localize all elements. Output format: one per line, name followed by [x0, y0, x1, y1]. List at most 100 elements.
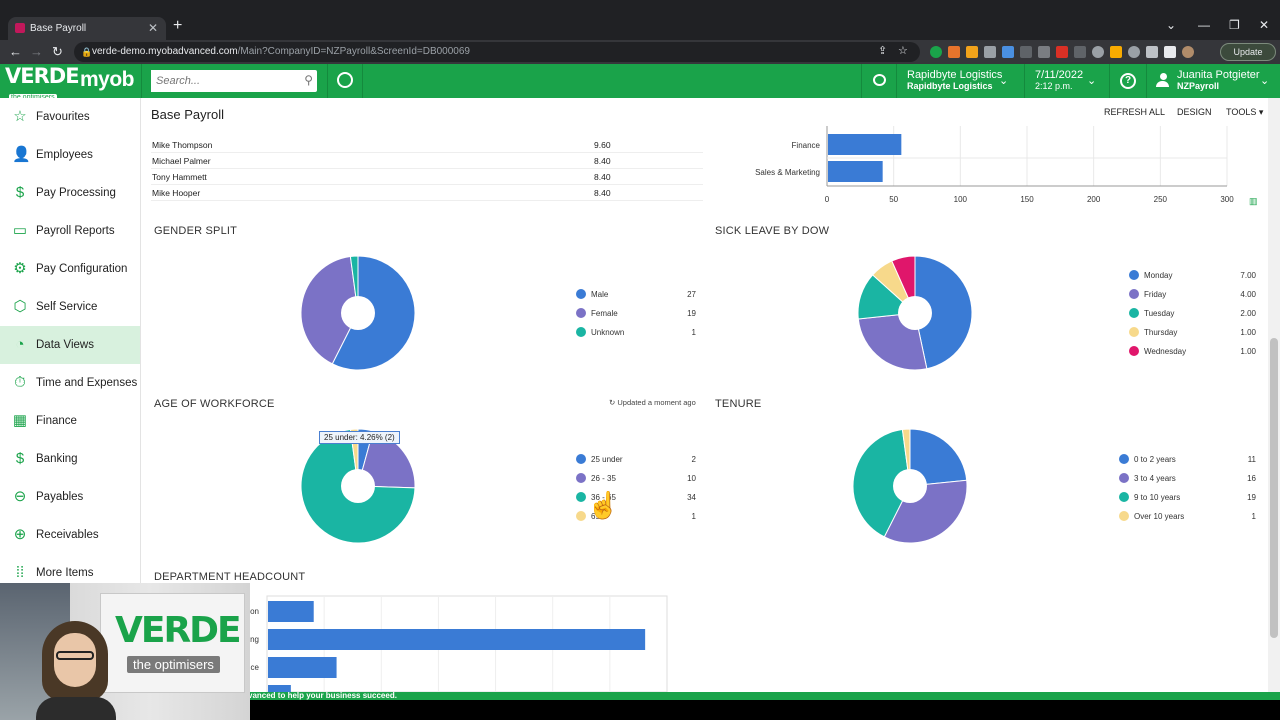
pie-slice[interactable]: [909, 428, 968, 487]
scrollbar-thumb[interactable]: [1270, 338, 1278, 638]
sidebar-item-pay-configuration[interactable]: ⚙ Pay Configuration: [0, 250, 140, 288]
refresh-all-button[interactable]: REFRESH ALL: [1104, 107, 1166, 117]
sidebar-item-label: More Items: [36, 567, 94, 579]
vertical-scrollbar[interactable]: [1268, 98, 1280, 692]
chat-icon[interactable]: [873, 74, 886, 86]
table-row[interactable]: Mike Hooper 8.40: [151, 185, 703, 201]
extension-icon[interactable]: [966, 46, 978, 58]
sidebar-item-pay-processing[interactable]: $ Pay Processing: [0, 174, 140, 212]
sidebar-item-payroll-reports[interactable]: ▭ Payroll Reports: [0, 212, 140, 250]
new-tab-icon[interactable]: +: [173, 17, 183, 34]
sidebar-item-employees[interactable]: 👤 Employees: [0, 136, 140, 174]
video-letterbox: [0, 700, 1280, 720]
extension-icon[interactable]: [1056, 46, 1068, 58]
rate-value: 8.40: [594, 172, 611, 182]
legend-label: Unknown: [591, 328, 625, 337]
pie-slice[interactable]: [300, 255, 359, 365]
forward-icon[interactable]: →: [30, 44, 43, 59]
pie-slice[interactable]: [852, 428, 911, 538]
share-icon[interactable]: ⇪: [878, 45, 888, 57]
extension-icon[interactable]: [1002, 46, 1014, 58]
business-date[interactable]: 7/11/2022 2:12 p.m.: [1035, 70, 1083, 92]
sidebar-item-more-items[interactable]: ⁞⁞ More Items: [0, 554, 140, 592]
extension-icon[interactable]: [1128, 46, 1140, 58]
extension-icon[interactable]: [984, 46, 996, 58]
chart-tooltip: 25 under: 4.26% (2): [319, 431, 400, 444]
window-close-icon[interactable]: ✕: [1259, 18, 1270, 32]
sidebar-item-data-views[interactable]: ◔ Data Views: [0, 326, 140, 364]
chart-export-icon[interactable]: ▥: [1249, 196, 1258, 206]
chevron-down-icon[interactable]: ⌄: [1260, 75, 1270, 87]
sidebar-item-label: Data Views: [36, 339, 94, 351]
tab-search-chevron-icon[interactable]: ⌄: [1166, 18, 1177, 32]
close-tab-icon[interactable]: ✕: [147, 21, 158, 35]
sidebar-item-favourites[interactable]: ☆ Favourites: [0, 98, 140, 136]
legend-label: Female: [591, 309, 618, 318]
extension-icon[interactable]: [1038, 46, 1050, 58]
search-box[interactable]: ⚲: [151, 70, 317, 92]
chevron-down-icon[interactable]: ⌄: [1087, 75, 1097, 87]
bar[interactable]: [268, 629, 646, 650]
employee-name: Mike Hooper: [152, 188, 201, 198]
chevron-down-icon[interactable]: ⌄: [999, 75, 1009, 87]
donut-hole: [898, 296, 932, 330]
legend-value: 10: [687, 474, 696, 483]
bar[interactable]: [828, 161, 883, 182]
extension-icon[interactable]: [1074, 46, 1086, 58]
extension-icon[interactable]: [1110, 46, 1122, 58]
legend-label: Monday: [1144, 271, 1173, 280]
category-label: on: [250, 607, 259, 616]
bar[interactable]: [828, 134, 902, 155]
table-row[interactable]: Mike Thompson 9.60: [151, 137, 703, 153]
legend-value: 1: [1251, 512, 1256, 521]
back-icon[interactable]: ←: [9, 44, 22, 59]
extension-icon[interactable]: [1020, 46, 1032, 58]
sidepanel-icon[interactable]: [1164, 46, 1176, 58]
sidebar-item-finance[interactable]: ▦ Finance: [0, 402, 140, 440]
sidebar-item-payables[interactable]: ⊖ Payables: [0, 478, 140, 516]
verde-logo[interactable]: VERDE the optimisers: [5, 66, 80, 101]
sidebar-item-self-service[interactable]: ⬡ Self Service: [0, 288, 140, 326]
bookmark-star-icon[interactable]: ☆: [898, 45, 908, 57]
sign-text: VERDE: [115, 610, 242, 651]
minimize-icon[interactable]: —: [1198, 18, 1210, 32]
extension-icon[interactable]: [948, 46, 960, 58]
table-row[interactable]: Michael Palmer 8.40: [151, 153, 703, 169]
legend-value: 11: [1247, 455, 1256, 464]
grammarly-icon[interactable]: [930, 46, 942, 58]
url-field[interactable]: 🔒 verde-demo.myobadvanced.com/Main?Compa…: [74, 42, 920, 62]
restore-icon[interactable]: ❐: [1229, 18, 1240, 32]
bar[interactable]: [268, 685, 291, 692]
extension-icon[interactable]: [1092, 46, 1104, 58]
browser-tab[interactable]: Base Payroll ✕: [8, 17, 166, 40]
grid-icon: ⁞⁞: [15, 564, 25, 581]
sidebar-item-receivables[interactable]: ⊕ Receivables: [0, 516, 140, 554]
sidebar-item-banking[interactable]: $ Banking: [0, 440, 140, 478]
legend-value: 2: [691, 455, 696, 464]
updated-status: ↻ Updated a moment ago: [609, 398, 696, 407]
updated-text: Updated a moment ago: [617, 398, 696, 407]
reload-icon[interactable]: ↻: [52, 44, 63, 59]
legend-swatch: [1119, 454, 1129, 464]
refresh-icon[interactable]: ↻: [609, 398, 616, 407]
pie-slice[interactable]: [914, 255, 973, 370]
legend-value: 34: [687, 493, 696, 502]
sidebar-item-time-and-expenses[interactable]: ⏱ Time and Expenses: [0, 364, 140, 402]
tools-menu-button[interactable]: TOOLS ▾: [1226, 107, 1264, 117]
myob-logo[interactable]: myob: [80, 68, 135, 91]
x-tick-label: 150: [1020, 195, 1034, 204]
table-row[interactable]: Tony Hammett 8.40: [151, 169, 703, 185]
user-menu[interactable]: Juanita Potgieter NZPayroll: [1177, 70, 1260, 92]
bar[interactable]: [268, 657, 337, 678]
company-selector[interactable]: Rapidbyte Logistics Rapidbyte Logistics: [907, 70, 1002, 92]
puzzle-icon[interactable]: [1146, 46, 1158, 58]
history-icon[interactable]: [337, 72, 353, 88]
update-button[interactable]: Update: [1220, 43, 1276, 61]
help-icon[interactable]: ?: [1120, 73, 1136, 89]
legend-value: 4.00: [1240, 290, 1256, 299]
search-input[interactable]: [151, 70, 291, 92]
design-button[interactable]: DESIGN: [1177, 107, 1212, 117]
search-icon[interactable]: ⚲: [304, 73, 313, 87]
profile-avatar-icon[interactable]: [1182, 46, 1194, 58]
bar[interactable]: [268, 601, 314, 622]
